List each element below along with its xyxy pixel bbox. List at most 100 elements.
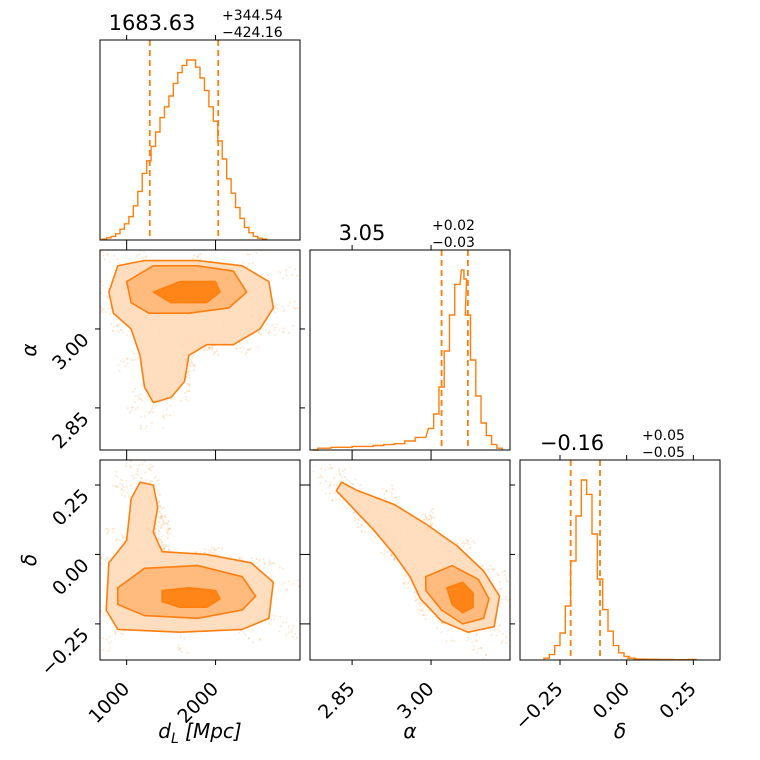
scatter-point [321,457,323,459]
scatter-point [263,563,266,566]
scatter-point [267,331,270,334]
scatter-point [134,400,137,403]
scatter-point [158,504,161,507]
scatter-point [188,384,191,387]
scatter-point [424,513,427,516]
scatter-point [109,312,112,315]
scatter-point [287,331,290,334]
scatter-point [501,640,504,643]
scatter-point [450,627,453,630]
scatter-point [524,607,526,609]
scatter-point [144,255,147,258]
panel-frame-alpha [309,249,511,451]
scatter-point [157,528,160,531]
scatter-point [239,557,242,560]
scatter-point [89,619,91,621]
scatter-point [292,635,295,638]
scatter-point [270,618,273,621]
title-median-alpha: 3.05 [339,221,386,245]
scatter-point [177,644,180,647]
scatter-point [186,382,189,385]
scatter-point [105,311,108,314]
scatter-point [343,476,346,479]
scatter-point [100,556,103,559]
scatter-point [247,637,250,640]
scatter-point [135,254,138,257]
scatter-point [117,364,120,367]
scatter-point [167,527,170,530]
title-plus-alpha: +0.02 [432,218,475,234]
scatter-point [154,475,157,478]
scatter-point [157,533,160,536]
panel-frame-d_L [99,39,301,241]
scatter-point [159,505,162,508]
scatter-point [139,398,142,401]
scatter-point [143,460,146,463]
scatter-point [431,511,434,514]
scatter-point [113,527,116,530]
scatter-point [328,467,331,470]
scatter-point [239,342,242,345]
scatter-point [469,546,472,549]
scatter-point [188,369,191,372]
scatter-point [94,286,96,288]
scatter-point [124,494,127,497]
scatter-point [405,575,408,578]
scatter-point [94,289,96,291]
scatter-point [328,485,331,488]
scatter-point [157,537,160,540]
scatter-point [352,511,355,514]
scatter-point [521,642,523,644]
scatter-point [93,250,95,252]
scatter-point [249,348,252,351]
scatter-point [118,370,121,373]
scatter-point [169,414,172,417]
scatter-point [157,500,160,503]
scatter-point [157,479,160,482]
scatter-point [258,560,261,563]
scatter-point [164,522,167,525]
scatter-point [269,623,272,626]
scatter-point [273,562,276,565]
scatter-point [450,639,453,642]
scatter-point [414,596,417,599]
scatter-point [263,561,266,564]
scatter-point [255,251,258,254]
scatter-point [335,483,338,486]
scatter-point [115,629,118,632]
scatter-point [248,637,251,640]
scatter-point [186,390,189,393]
scatter-point [240,557,243,560]
scatter-point [136,242,138,244]
scatter-point [228,555,231,558]
scatter-point [343,505,346,508]
scatter-point [268,561,271,564]
scatter-point [124,365,127,368]
scatter-point [116,329,119,332]
scatter-point [208,348,211,351]
scatter-point [148,481,151,484]
scatter-point [162,522,165,525]
scatter-point [240,630,243,633]
scatter-point [94,610,96,612]
scatter-point [252,641,255,644]
scatter-point [281,327,284,330]
scatter-point [135,243,137,245]
scatter-point [276,323,279,326]
scatter-point [159,539,162,542]
scatter-point [493,629,496,632]
scatter-point [163,546,166,549]
scatter-point [102,648,105,651]
scatter-point [89,310,91,312]
y-axis-label-delta: δ [17,554,41,566]
scatter-point [164,516,167,519]
scatter-point [208,346,211,349]
scatter-point [271,562,274,565]
scatter-point [301,260,303,262]
scatter-point [220,548,223,551]
scatter-point [137,397,140,400]
scatter-point [324,480,327,483]
scatter-point [443,622,446,625]
scatter-point [419,609,422,612]
scatter-point [484,653,487,656]
